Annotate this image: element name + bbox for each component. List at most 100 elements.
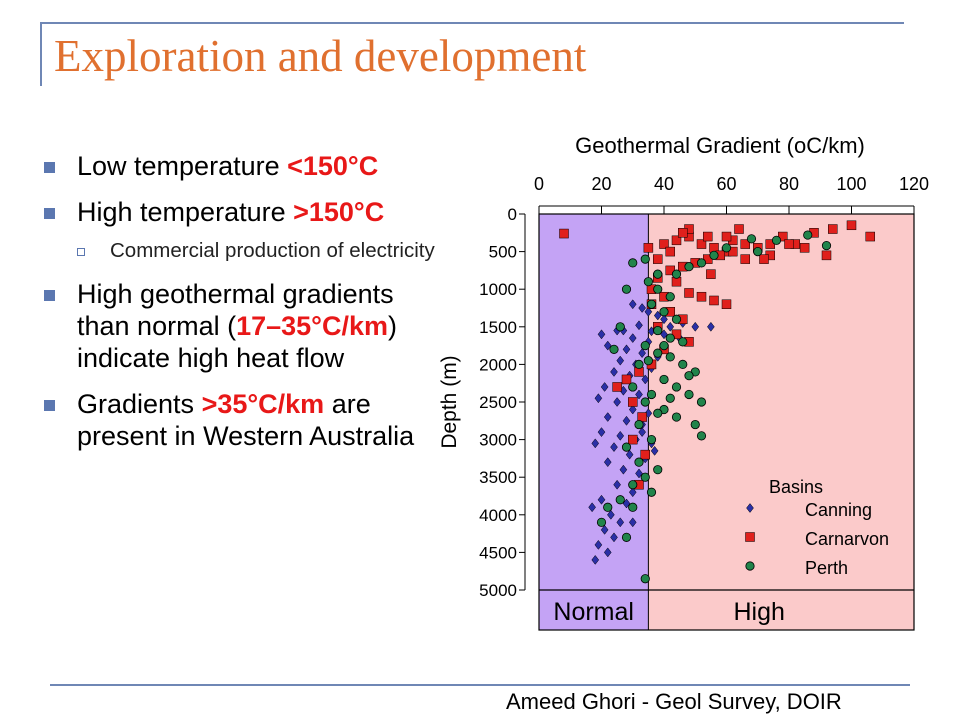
frame-left-line <box>40 22 42 86</box>
data-point-canning <box>610 367 618 377</box>
data-point-perth <box>671 314 682 324</box>
frame-bottom-line <box>50 684 910 686</box>
data-point-perth <box>643 277 653 287</box>
y-tick-label: 2000 <box>479 355 517 374</box>
data-point-perth <box>640 397 650 407</box>
data-point-canning <box>628 299 637 310</box>
data-point-canning <box>638 348 646 359</box>
y-tick-label: 2500 <box>479 393 517 412</box>
x-tick-label: 80 <box>779 174 799 194</box>
data-point-carnarvon <box>799 243 810 253</box>
data-point-canning <box>635 389 643 400</box>
chart-legend: Basins Canning Carnarvon Perth <box>745 477 889 578</box>
bullet-low-temperature: Low temperature <150°C <box>44 150 444 182</box>
data-point-canning <box>622 415 631 426</box>
bullet-marker <box>44 208 55 219</box>
geothermal-gradient-chart: Geothermal Gradient (oC/km) Depth (m) No… <box>438 133 929 631</box>
data-point-carnarvon <box>846 220 857 231</box>
x-tick-label: 120 <box>899 174 929 194</box>
data-point-perth <box>634 457 644 467</box>
x-tick-label: 0 <box>534 174 544 194</box>
y-tick-label: 0 <box>508 205 517 224</box>
data-point-perth <box>615 322 625 332</box>
data-point-perth <box>709 250 719 260</box>
data-point-carnarvon <box>678 228 688 238</box>
data-point-perth <box>640 472 650 482</box>
data-point-canning <box>597 494 606 505</box>
bullet-text: High temperature <box>77 197 294 227</box>
data-point-carnarvon <box>640 449 650 460</box>
data-point-canning <box>628 404 637 415</box>
legend-marker-perth <box>745 561 755 571</box>
data-point-perth <box>646 487 657 497</box>
data-point-canning <box>610 532 618 543</box>
data-point-canning <box>597 329 606 340</box>
zone-label-normal: Normal <box>553 598 634 626</box>
bullet-marker <box>44 290 55 301</box>
bullet-highlight: >150°C <box>293 197 385 227</box>
data-point-canning <box>616 430 625 441</box>
data-point-perth <box>640 574 650 584</box>
data-point-carnarvon <box>659 239 669 249</box>
data-point-carnarvon <box>628 397 638 407</box>
data-point-carnarvon <box>706 269 716 279</box>
data-point-carnarvon <box>643 243 654 253</box>
data-point-carnarvon <box>684 288 694 298</box>
data-point-perth <box>646 434 657 445</box>
y-axis-label: Depth (m) <box>438 355 461 448</box>
data-point-carnarvon <box>828 224 838 234</box>
data-point-perth <box>653 284 663 294</box>
data-point-perth <box>665 393 675 403</box>
data-point-canning <box>666 321 675 332</box>
data-point-canning <box>628 517 637 528</box>
zone-normal <box>539 214 649 630</box>
y-tick-label: 3500 <box>479 468 517 487</box>
legend-title: Basins <box>769 477 823 497</box>
data-point-canning <box>644 306 653 317</box>
data-point-perth <box>665 292 675 302</box>
frame-top-line <box>40 22 904 24</box>
x-tick-label: 100 <box>836 174 866 194</box>
data-point-perth <box>665 352 675 362</box>
data-point-carnarvon <box>821 250 832 261</box>
data-point-canning <box>638 303 646 313</box>
data-point-canning <box>600 382 609 392</box>
data-point-canning <box>591 555 600 565</box>
data-point-perth <box>678 359 688 369</box>
data-point-canning <box>600 524 609 535</box>
data-point-perth <box>628 502 638 512</box>
x-tick-label: 20 <box>591 174 611 194</box>
data-point-perth <box>690 419 700 430</box>
data-point-perth <box>653 325 663 336</box>
data-point-canning <box>594 393 603 404</box>
data-point-carnarvon <box>696 291 707 302</box>
data-point-perth <box>803 230 813 240</box>
data-point-perth <box>640 341 650 351</box>
data-point-carnarvon <box>612 382 622 392</box>
data-point-canning <box>628 333 637 343</box>
bullet-text: Gradients <box>77 389 202 419</box>
data-point-carnarvon <box>709 295 719 306</box>
data-point-perth <box>653 269 663 279</box>
y-tick-label: 500 <box>489 243 517 262</box>
bullet-list: Low temperature <150°C High temperature … <box>44 150 444 466</box>
bullet-marker <box>44 162 55 173</box>
data-point-perth <box>628 480 638 490</box>
bullet-text: High geothermal gradients than normal ( <box>77 279 394 341</box>
data-point-carnarvon <box>621 374 632 385</box>
data-point-perth <box>640 254 650 264</box>
data-point-perth <box>609 344 619 354</box>
bullet-highlight: <150°C <box>287 151 379 181</box>
data-point-canning <box>610 442 618 453</box>
data-point-perth <box>653 465 663 475</box>
data-point-perth <box>653 348 663 358</box>
data-point-canning <box>635 320 643 331</box>
data-point-canning <box>603 457 612 468</box>
sub-bullet-text: Commercial production of electricity <box>110 239 435 262</box>
data-point-perth <box>659 374 669 385</box>
x-tick-label: 40 <box>654 174 674 194</box>
legend-label-canning: Canning <box>805 500 872 520</box>
data-point-canning <box>603 340 612 351</box>
data-point-canning <box>594 539 603 550</box>
data-point-perth <box>665 333 675 343</box>
